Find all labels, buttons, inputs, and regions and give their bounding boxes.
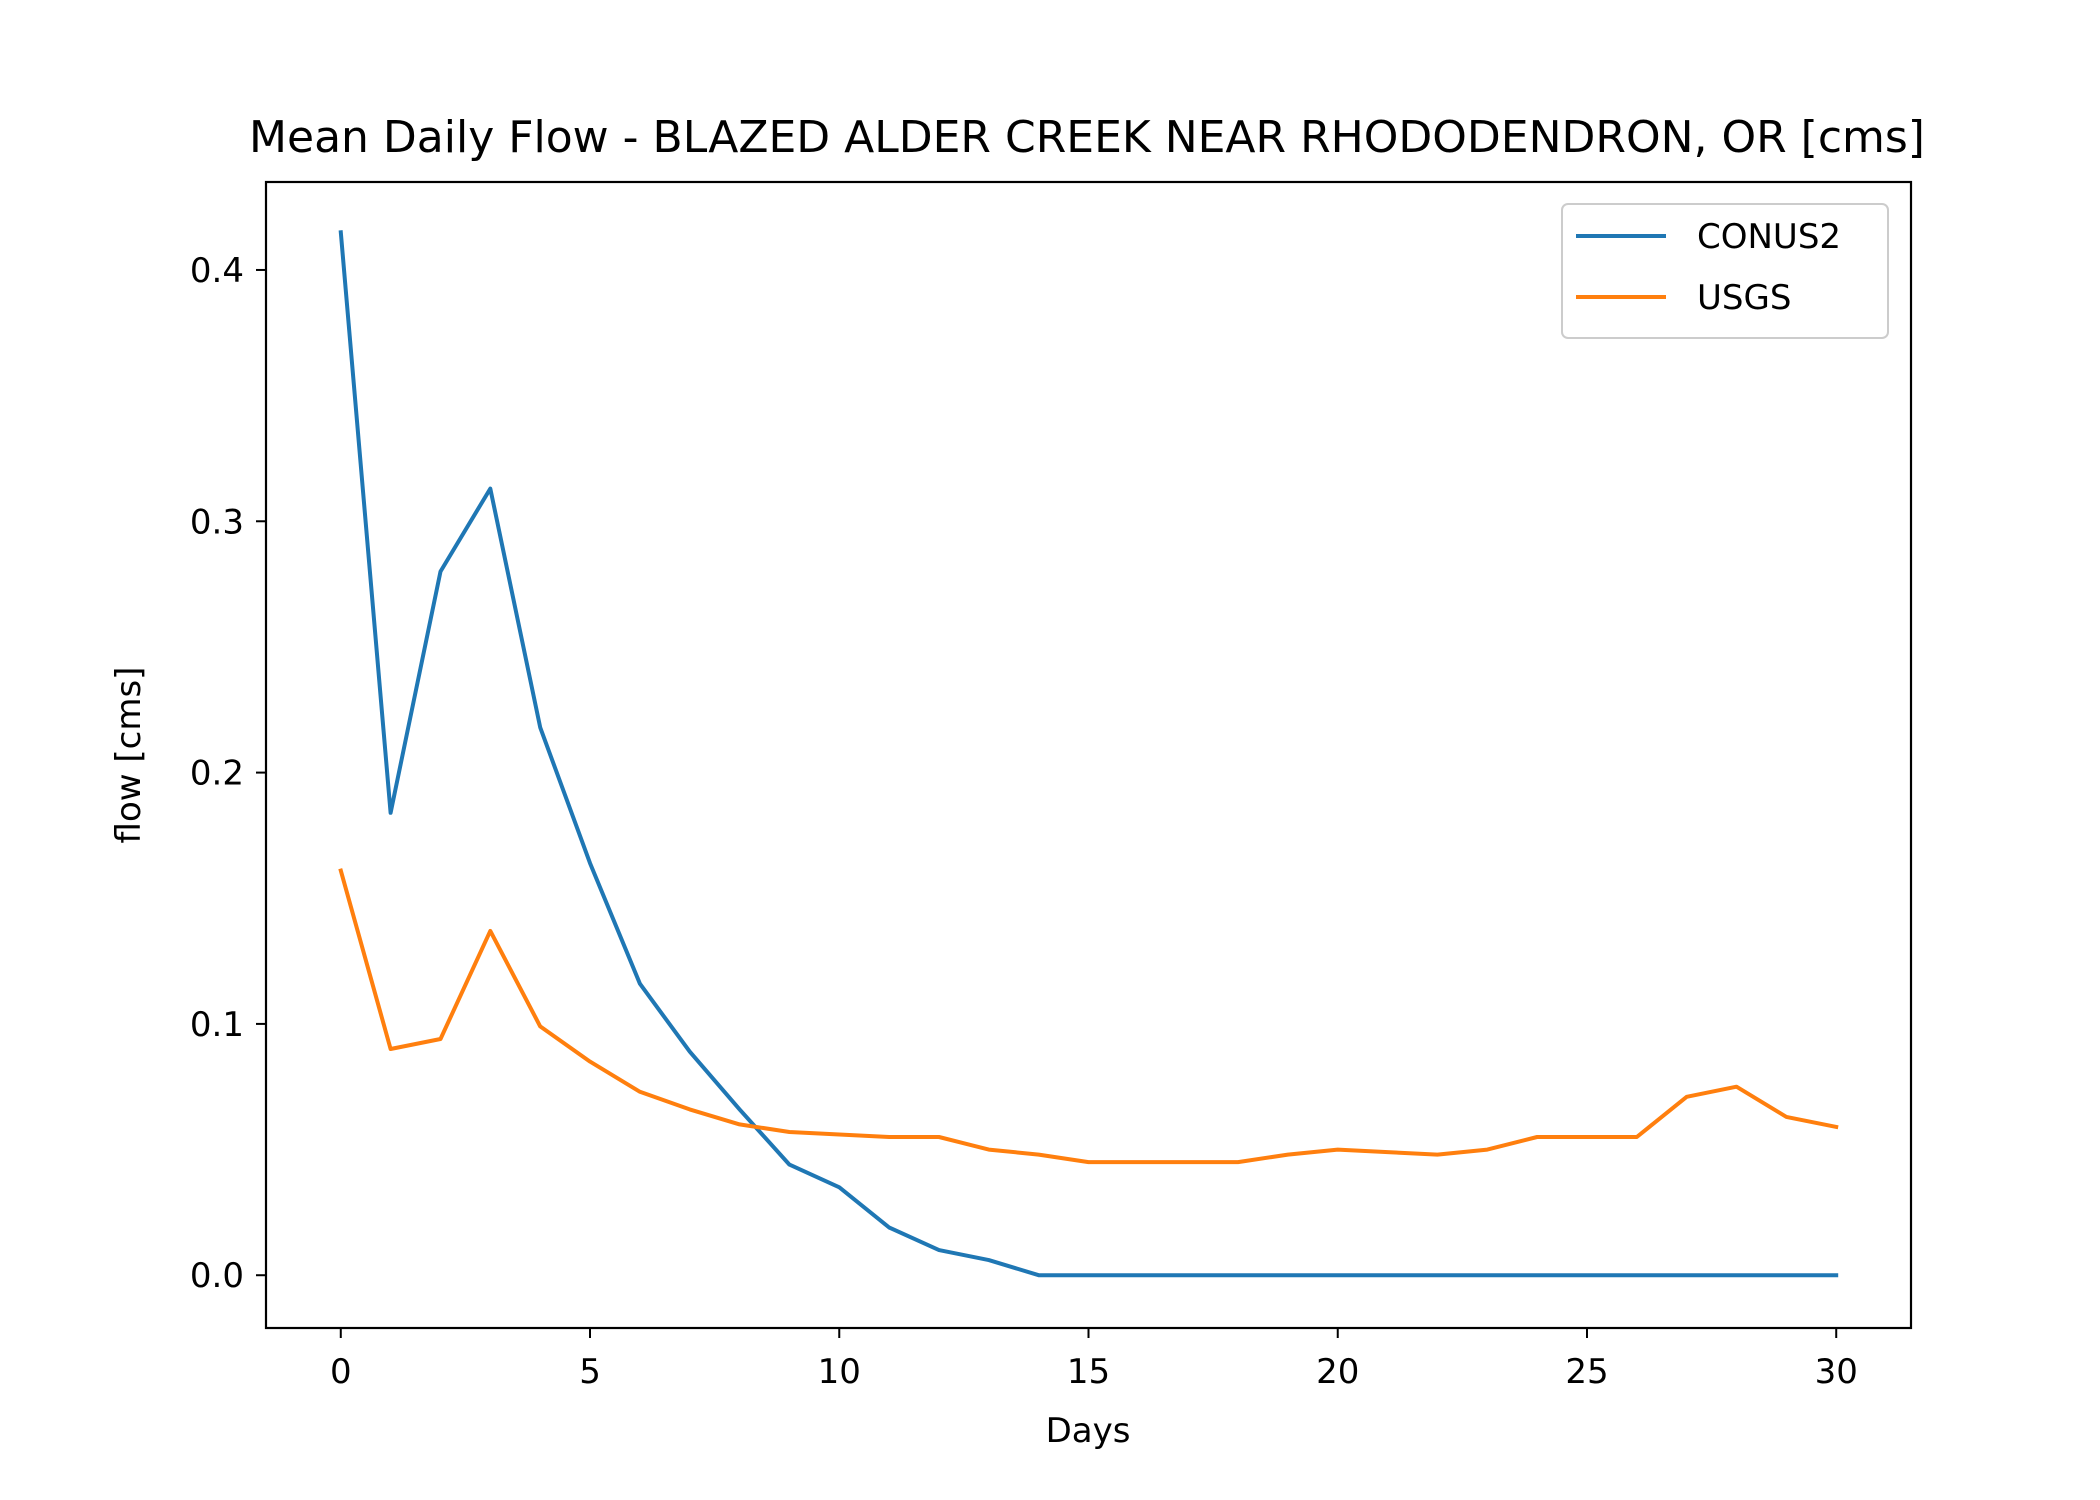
x-tick-label: 20 [1316, 1352, 1359, 1392]
legend-label-conus2: CONUS2 [1697, 217, 1841, 257]
y-tick-label: 0.0 [190, 1256, 244, 1296]
x-tick-label: 25 [1565, 1352, 1608, 1392]
x-tick-label: 30 [1815, 1352, 1858, 1392]
legend: CONUS2 USGS [1561, 203, 1889, 339]
x-tick-label: 5 [579, 1352, 601, 1392]
series-line-usgs [338, 868, 1839, 1165]
y-tick-label: 0.4 [190, 251, 244, 291]
y-tick-label: 0.3 [190, 502, 244, 542]
x-tick-label: 10 [818, 1352, 861, 1392]
x-tick-label: 15 [1067, 1352, 1110, 1392]
x-tick-label: 0 [330, 1352, 352, 1392]
y-tick-label: 0.1 [190, 1005, 244, 1045]
x-axis-label: Days [1046, 1411, 1131, 1451]
y-axis: 0.0 0.1 0.2 0.3 0.4 [190, 251, 266, 1296]
x-axis: 0 5 10 15 20 25 30 [330, 1328, 1858, 1392]
chart-title: Mean Daily Flow - BLAZED ALDER CREEK NEA… [249, 112, 1925, 163]
y-axis-label: flow [cms] [109, 667, 149, 844]
legend-label-usgs: USGS [1697, 278, 1791, 318]
y-tick-label: 0.2 [190, 754, 244, 794]
series-layer [338, 230, 1839, 1278]
series-line-conus2 [338, 230, 1839, 1278]
